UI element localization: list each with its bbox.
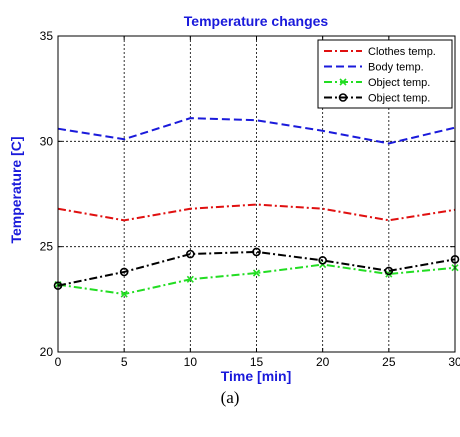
figure-caption: (a): [220, 388, 240, 407]
legend: Clothes temp. Body temp. Object temp. Objec…: [317, 39, 453, 109]
data-point: [318, 256, 327, 265]
plot-frame: [57, 35, 456, 353]
series-line-1: [57, 203, 456, 222]
legend-marker: [339, 78, 347, 86]
y-tick-label: 35: [40, 29, 54, 43]
data-point: [384, 266, 394, 276]
series-line-2: [57, 117, 456, 145]
data-point: [252, 247, 261, 257]
data-point: [186, 275, 194, 283]
x-tick-label: 25: [382, 355, 396, 369]
x-axis-label: Time [min]: [221, 368, 292, 384]
x-tick-label: 5: [121, 355, 128, 369]
chart-title: Temperature changes: [184, 13, 329, 29]
x-tick-label: 30: [448, 355, 460, 369]
legend-label: Clothes temp.: [368, 46, 436, 58]
x-tick-label: 0: [55, 355, 62, 369]
x-tick-label: 10: [184, 355, 198, 369]
x-tick-label: 20: [316, 355, 330, 369]
y-tick-label: 30: [40, 134, 54, 148]
data-point: [252, 269, 261, 277]
x-tick-label: 15: [250, 355, 264, 369]
legend-marker: [338, 93, 348, 102]
y-tick-label: 20: [40, 345, 54, 359]
plot-area: 0 5 10 15 20 25 30 20 25 30 35 Clothes temp. Body te…: [40, 29, 460, 369]
data-point: [119, 267, 129, 277]
data-point: [186, 249, 195, 259]
series-line-4: [57, 250, 456, 287]
legend-label: Object temp.: [368, 93, 430, 105]
legend-label: Body temp.: [368, 62, 424, 74]
y-tick-label: 25: [40, 240, 54, 254]
legend-label: Object temp.: [368, 77, 430, 89]
y-axis-label: Temperature [C]: [8, 136, 24, 243]
data-point: [120, 290, 128, 298]
